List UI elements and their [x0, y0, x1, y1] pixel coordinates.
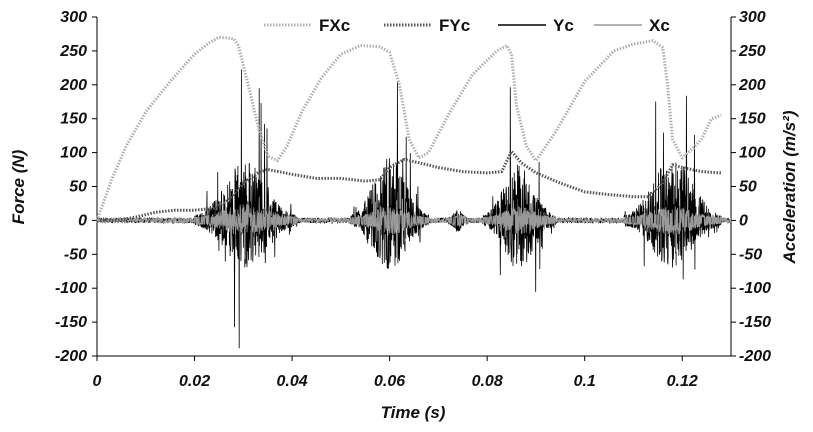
left-tick-label: -150 — [55, 314, 87, 331]
legend-item-xc: Xc — [594, 16, 670, 35]
x-axis-title: Time (s) — [381, 403, 446, 422]
series-fxc-line — [95, 35, 722, 221]
right-tick-label: -200 — [739, 348, 771, 365]
left-tick-label: -100 — [55, 280, 87, 297]
left-tick-label: 250 — [59, 43, 87, 60]
left-axis-title: Force (N) — [9, 149, 28, 224]
x-tick-label: 0.02 — [179, 373, 210, 390]
left-tick-label: 300 — [60, 9, 87, 26]
series-layer — [95, 35, 732, 349]
right-tick-label: -50 — [739, 246, 762, 263]
legend-item-yc: Yc — [498, 16, 574, 35]
x-tick-label: 0 — [93, 373, 102, 390]
right-tick-label: 300 — [739, 9, 766, 26]
x-tick-label: 0.06 — [374, 373, 405, 390]
left-axis-ticks: -200 -150 -100 -50 0 50 100 150 200 250 300 — [55, 9, 97, 365]
series-fyc-line — [97, 149, 722, 222]
x-tick-label: 0.04 — [277, 373, 308, 390]
left-tick-label: -50 — [64, 246, 87, 263]
right-tick-label: 50 — [739, 179, 757, 196]
legend-label: Yc — [553, 16, 574, 35]
left-tick-label: 100 — [60, 145, 87, 162]
right-tick-label: 200 — [738, 77, 766, 94]
left-tick-label: -200 — [55, 348, 87, 365]
series-xc-line — [96, 190, 732, 259]
right-tick-label: 250 — [738, 43, 766, 60]
x-tick-label: 0.1 — [574, 373, 596, 390]
plot-frame — [96, 17, 732, 357]
x-tick-label: 0.08 — [472, 373, 503, 390]
legend-item-fyc: FYc — [384, 16, 470, 35]
left-tick-label: 0 — [78, 212, 87, 229]
right-tick-label: 0 — [739, 212, 748, 229]
left-tick-label: 200 — [59, 77, 87, 94]
legend-item-fxc: FXc — [264, 16, 350, 35]
legend-label: FXc — [319, 16, 350, 35]
right-tick-label: -100 — [739, 280, 771, 297]
right-axis-title: Acceleration (m/s²) — [780, 110, 799, 264]
legend-label: Xc — [649, 16, 670, 35]
legend: FXc FYc Yc Xc — [264, 16, 670, 35]
x-tick-label: 0.12 — [667, 373, 698, 390]
left-tick-label: 150 — [60, 111, 87, 128]
right-axis-ticks: -200 -150 -100 -50 0 50 100 150 200 250 300 — [731, 9, 771, 365]
right-tick-label: 100 — [739, 145, 766, 162]
left-tick-label: 50 — [69, 179, 87, 196]
x-axis-ticks: 0 0.02 0.04 0.06 0.08 0.1 0.12 — [93, 356, 698, 390]
legend-label: FYc — [439, 16, 470, 35]
right-tick-label: 150 — [739, 111, 766, 128]
right-tick-label: -150 — [739, 314, 771, 331]
